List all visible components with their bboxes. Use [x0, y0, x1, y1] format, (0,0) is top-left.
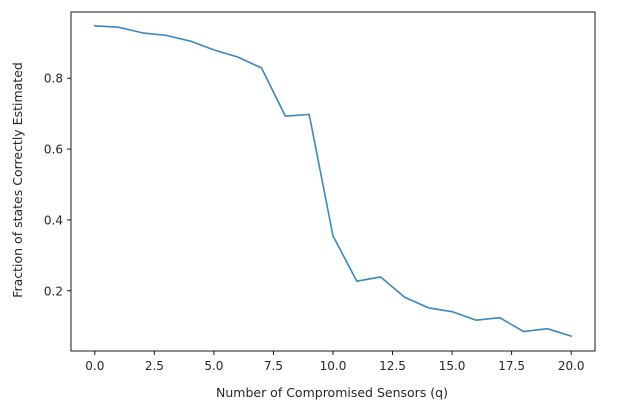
- y-axis-ticks: 0.2 0.4 0.6 0.8: [44, 72, 71, 298]
- y-tick-label: 0.4: [44, 213, 63, 227]
- x-tick-label: 10.0: [320, 359, 347, 373]
- y-axis-label: Fraction of states Correctly Estimated: [10, 62, 25, 298]
- plot-area: [70, 11, 596, 352]
- x-tick-label: 2.5: [145, 359, 164, 373]
- x-tick-label: 12.5: [379, 359, 406, 373]
- plot-frame: [70, 11, 596, 352]
- x-tick-label: 20.0: [558, 359, 585, 373]
- x-tick-label: 5.0: [204, 359, 223, 373]
- x-tick-label: 15.0: [439, 359, 466, 373]
- y-tick-label: 0.8: [44, 72, 63, 86]
- series-line-1: [93, 24, 573, 338]
- x-tick-label: 17.5: [498, 359, 525, 373]
- y-tick-label: 0.2: [44, 284, 63, 298]
- x-axis-ticks: 0.0 2.5 5.0 7.5 10.0 12.5 15.0 17.5 20.0: [85, 351, 585, 373]
- y-tick-label: 0.6: [44, 143, 63, 157]
- x-tick-label: 0.0: [85, 359, 104, 373]
- x-tick-label: 7.5: [264, 359, 283, 373]
- x-axis-label: Number of Compromised Sensors (q): [216, 385, 448, 400]
